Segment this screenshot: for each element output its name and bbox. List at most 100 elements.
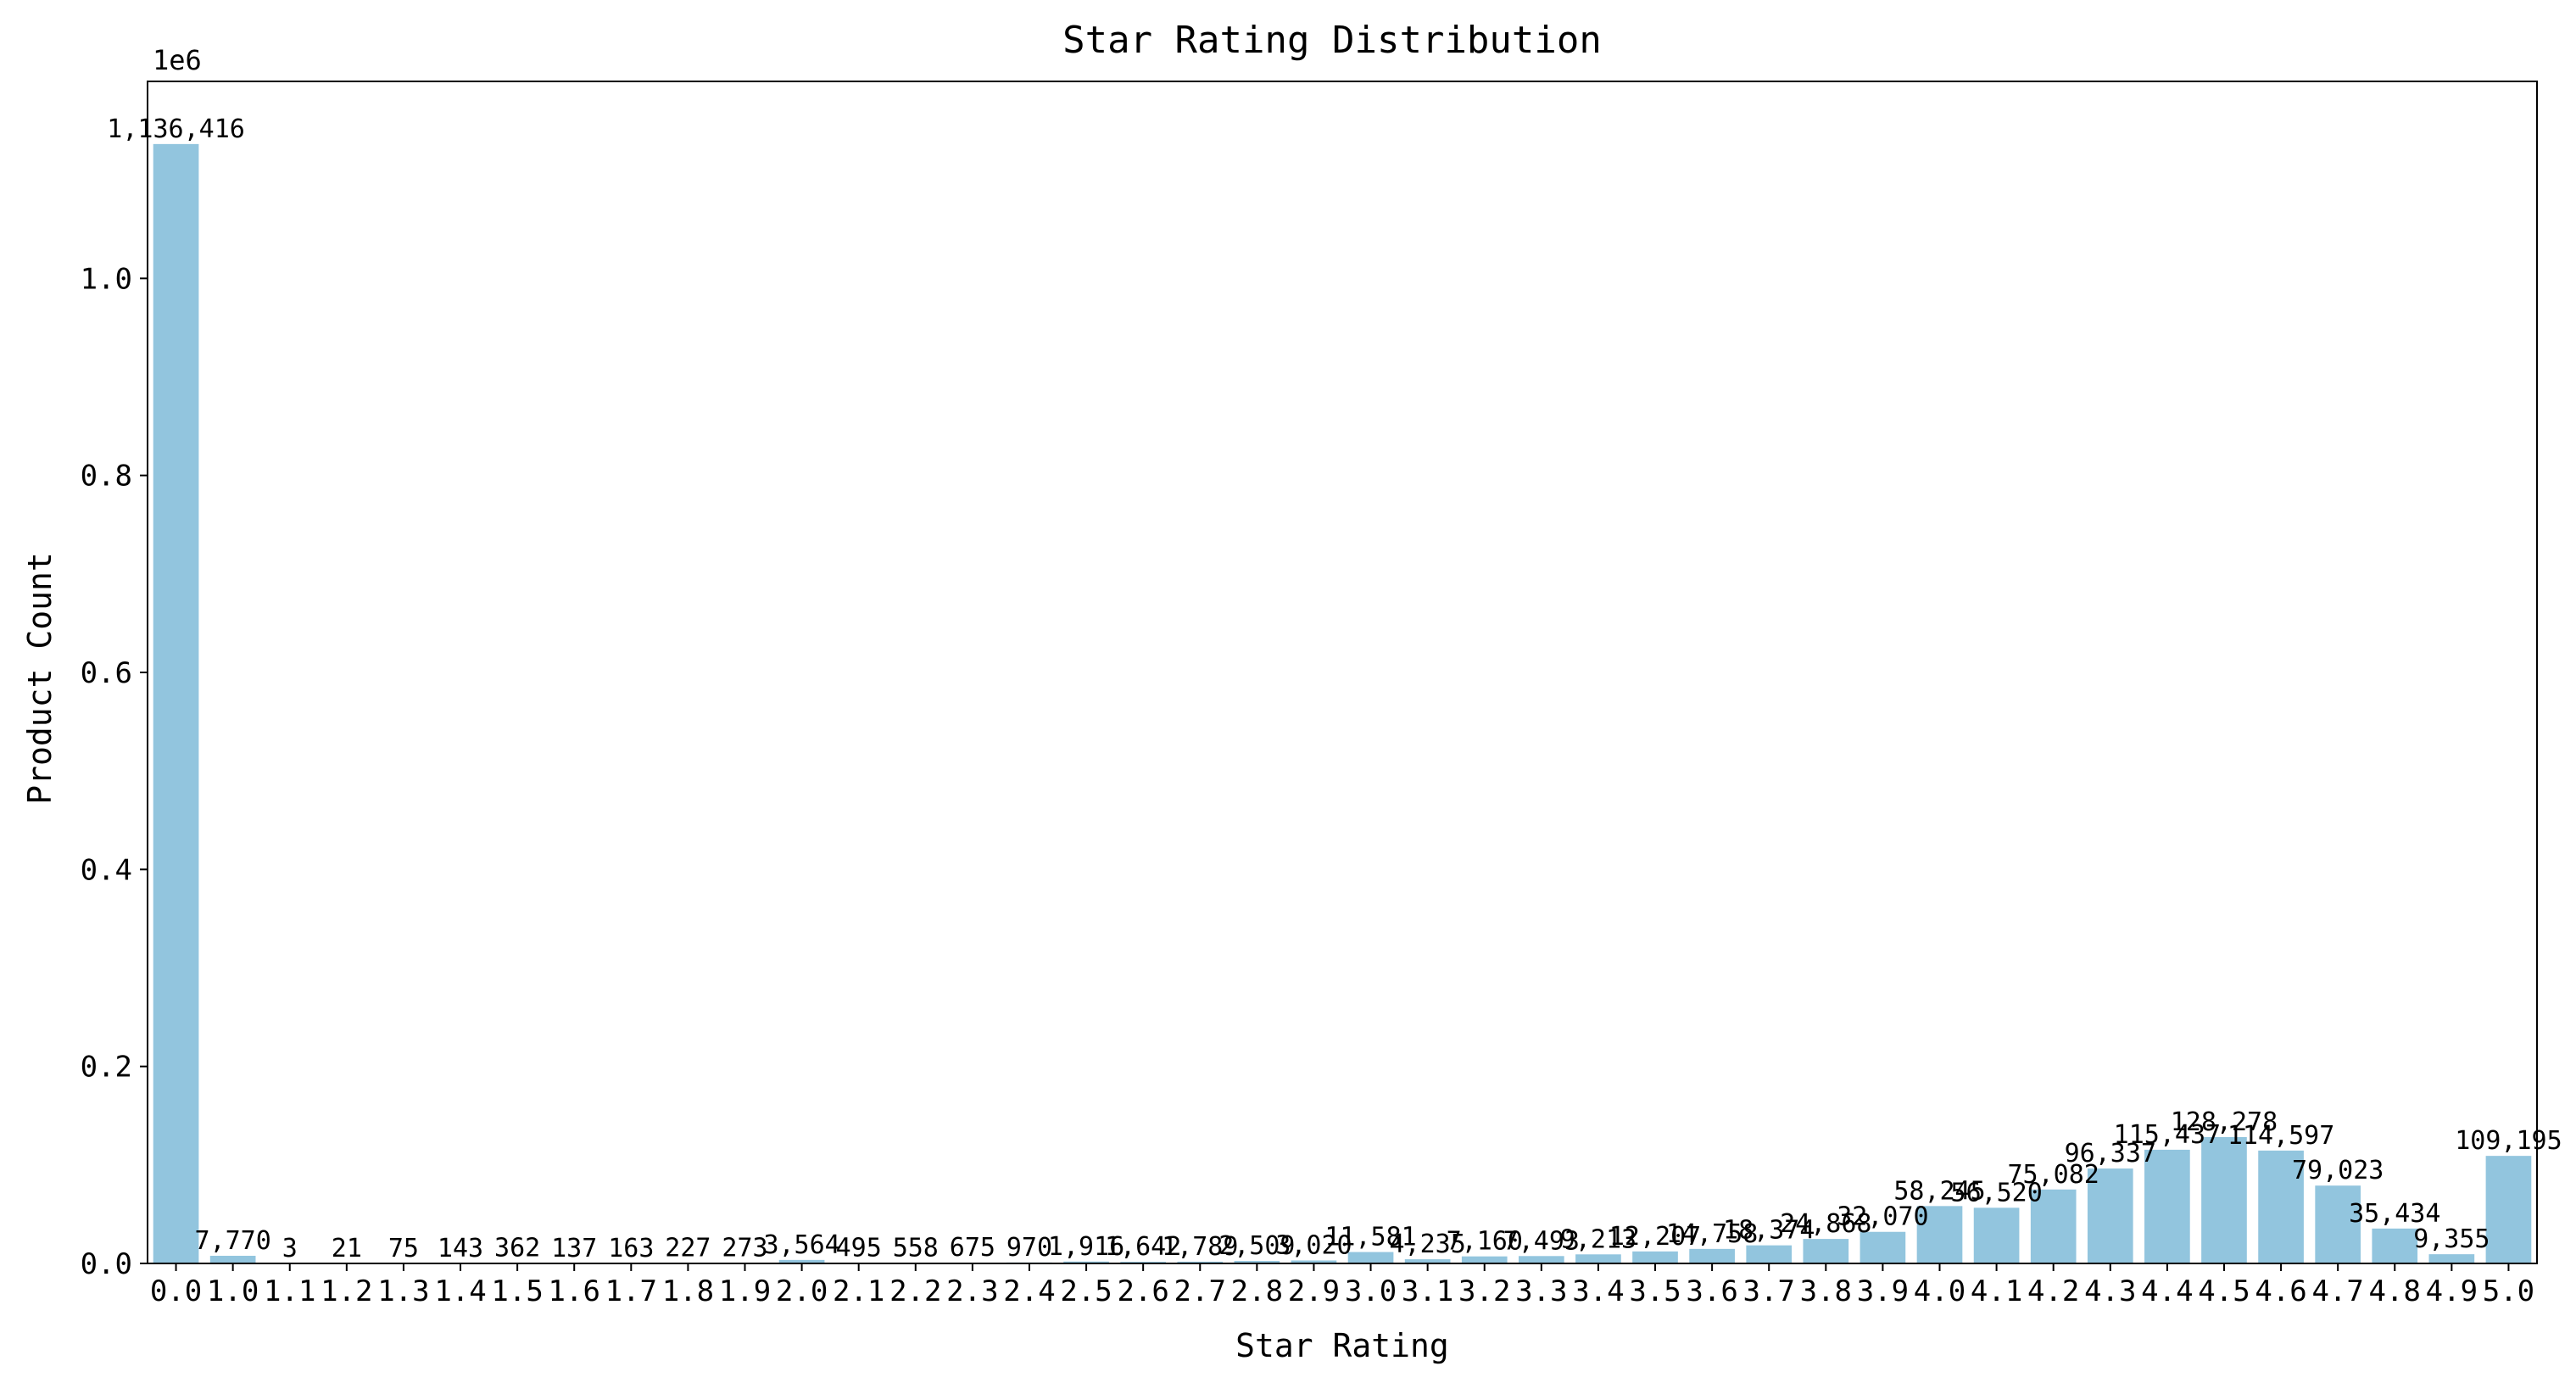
y-tick-label: 0.0 bbox=[81, 1247, 132, 1281]
plot-area-frame bbox=[147, 81, 2538, 1264]
bar bbox=[1973, 1207, 2020, 1263]
x-tick-label: 3.5 bbox=[1629, 1274, 1681, 1308]
x-tick-label: 4.8 bbox=[2369, 1274, 2421, 1308]
x-tick-label: 4.1 bbox=[1971, 1274, 2022, 1308]
bar bbox=[1347, 1252, 1394, 1263]
bar-value-label: 675 bbox=[950, 1233, 995, 1263]
bar-value-label: 143 bbox=[438, 1234, 483, 1263]
value-labels-group: 1,136,416 7,770 3 21 75 143 362 137 163 227 2733,5… bbox=[107, 114, 2562, 1263]
bar bbox=[2372, 1228, 2418, 1263]
bar-value-label: 115,437 bbox=[2114, 1120, 2221, 1150]
bar-value-label: 4,235 bbox=[1389, 1230, 1465, 1259]
x-tick-label: 1.2 bbox=[321, 1274, 372, 1308]
x-tick-label: 2.2 bbox=[889, 1274, 941, 1308]
x-tick-label: 4.4 bbox=[2141, 1274, 2193, 1308]
bar-value-label: 79,023 bbox=[2292, 1156, 2384, 1185]
x-tick-label: 3.0 bbox=[1345, 1274, 1397, 1308]
bar-value-label: 137 bbox=[551, 1234, 597, 1263]
x-tick-label: 2.9 bbox=[1288, 1274, 1340, 1308]
bar bbox=[2201, 1136, 2247, 1263]
x-tick-label: 1.1 bbox=[264, 1274, 315, 1308]
bar-value-label: 3 bbox=[282, 1234, 298, 1263]
bar-value-label: 1,789 bbox=[1162, 1232, 1238, 1262]
bar-value-label: 114,597 bbox=[2228, 1121, 2334, 1151]
bar-value-label: 32,070 bbox=[1837, 1202, 1928, 1232]
x-tick-label: 2.0 bbox=[776, 1274, 828, 1308]
bar-value-label: 1,916 bbox=[1048, 1232, 1124, 1262]
x-tick-label: 2.8 bbox=[1231, 1274, 1283, 1308]
bar bbox=[1689, 1248, 1735, 1263]
bar bbox=[2485, 1156, 2532, 1263]
bar-value-label: 12,207 bbox=[1609, 1222, 1701, 1252]
x-tick-label: 4.9 bbox=[2426, 1274, 2478, 1308]
y-axis-offset-label: 1e6 bbox=[153, 44, 202, 76]
x-tick-label: 3.2 bbox=[1458, 1274, 1510, 1308]
bar bbox=[1860, 1231, 1906, 1263]
bar-value-label: 7,770 bbox=[194, 1226, 270, 1256]
bars-group bbox=[153, 143, 2532, 1264]
bar bbox=[1063, 1261, 1109, 1263]
bar-value-label: 970 bbox=[1006, 1233, 1052, 1263]
bar bbox=[1177, 1261, 1224, 1263]
x-tick-label: 3.9 bbox=[1857, 1274, 1909, 1308]
bar bbox=[778, 1259, 825, 1263]
bar bbox=[1291, 1260, 1337, 1263]
x-tick-label: 1.9 bbox=[719, 1274, 771, 1308]
x-tick-label: 4.0 bbox=[1914, 1274, 1965, 1308]
bar bbox=[2258, 1150, 2304, 1263]
x-tick-label: 1.4 bbox=[434, 1274, 486, 1308]
bar bbox=[1575, 1254, 1621, 1263]
bar-value-label: 1,136,416 bbox=[107, 114, 245, 144]
x-tick-label: 3.3 bbox=[1515, 1274, 1567, 1308]
y-axis: 0.0 0.2 0.4 0.6 0.8 1.0 bbox=[81, 262, 148, 1281]
x-tick-label: 2.3 bbox=[946, 1274, 998, 1308]
y-tick-label: 0.8 bbox=[81, 460, 132, 494]
x-tick-label: 1.0 bbox=[207, 1274, 259, 1308]
bar-value-label: 109,195 bbox=[2455, 1126, 2562, 1156]
bar bbox=[1746, 1245, 1793, 1263]
x-tick-label: 5.0 bbox=[2483, 1274, 2534, 1308]
x-axis: 0.0 1.0 1.1 1.2 1.3 1.4 1.5 1.6 1.7 1.8 1.9 2.0 2.1 2… bbox=[150, 1263, 2534, 1308]
x-tick-label: 1.7 bbox=[605, 1274, 657, 1308]
x-tick-label: 1.5 bbox=[491, 1274, 543, 1308]
x-tick-label: 4.5 bbox=[2198, 1274, 2250, 1308]
bar-value-label: 75,082 bbox=[2008, 1160, 2099, 1190]
bar-value-label: 362 bbox=[494, 1234, 540, 1263]
bar bbox=[1916, 1206, 1963, 1263]
bar-value-label: 9,213 bbox=[1560, 1224, 1636, 1254]
bar bbox=[2144, 1149, 2190, 1263]
bar-value-label: 24,868 bbox=[1780, 1209, 1871, 1239]
x-tick-label: 4.2 bbox=[2027, 1274, 2079, 1308]
bar-value-label: 75 bbox=[388, 1234, 419, 1263]
y-tick-label: 1.0 bbox=[81, 262, 132, 296]
bar bbox=[2087, 1168, 2133, 1263]
bar-value-label: 7,493 bbox=[1503, 1226, 1580, 1256]
bar-value-label: 7,160 bbox=[1447, 1227, 1523, 1257]
bar-value-label: 3,564 bbox=[763, 1230, 839, 1260]
x-tick-label: 1.3 bbox=[377, 1274, 429, 1308]
bar-value-label: 9,355 bbox=[2413, 1224, 2490, 1254]
bar bbox=[209, 1255, 256, 1263]
y-tick-label: 0.4 bbox=[81, 853, 132, 887]
x-tick-label: 3.1 bbox=[1402, 1274, 1453, 1308]
bar-value-label: 21 bbox=[332, 1234, 362, 1263]
chart-title: Star Rating Distribution bbox=[1062, 19, 1602, 62]
bar-value-label: 11,581 bbox=[1324, 1223, 1416, 1252]
x-tick-label: 2.1 bbox=[833, 1274, 884, 1308]
x-tick-label: 2.4 bbox=[1003, 1274, 1055, 1308]
bar-value-label: 96,337 bbox=[2065, 1139, 2156, 1168]
y-axis-label: Product Count bbox=[21, 552, 59, 804]
bar-value-label: 227 bbox=[665, 1234, 711, 1263]
y-tick-label: 0.2 bbox=[81, 1051, 132, 1085]
x-axis-label: Star Rating bbox=[1235, 1327, 1449, 1364]
bar-value-label: 128,278 bbox=[2171, 1107, 2278, 1137]
bar bbox=[1803, 1239, 1849, 1263]
bar-value-label: 56,520 bbox=[1950, 1178, 2042, 1207]
x-tick-label: 2.6 bbox=[1117, 1274, 1168, 1308]
x-tick-label: 4.6 bbox=[2255, 1274, 2306, 1308]
bar bbox=[2315, 1185, 2361, 1263]
x-tick-label: 3.8 bbox=[1800, 1274, 1852, 1308]
bar-value-label: 558 bbox=[893, 1233, 939, 1263]
bar bbox=[1518, 1256, 1564, 1263]
